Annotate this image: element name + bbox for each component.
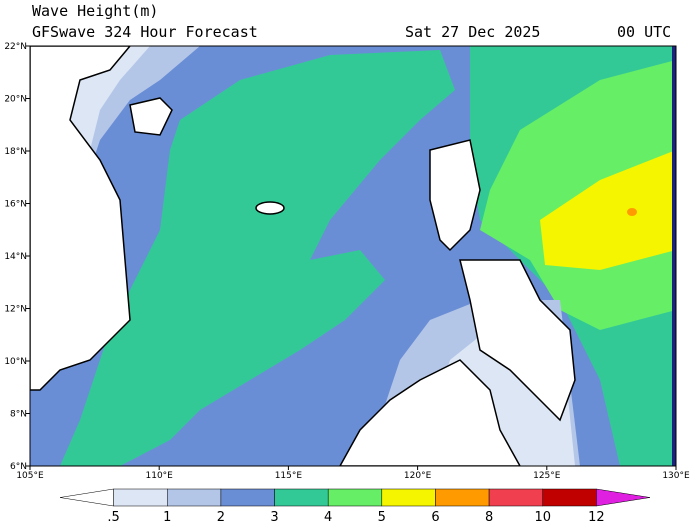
lat-label: 10°N <box>4 357 27 367</box>
colorbar-label: 4 <box>324 510 332 525</box>
lat-label: 12°N <box>4 305 27 315</box>
lat-label: 18°N <box>4 147 27 157</box>
colorbar-bin <box>220 488 275 507</box>
colorbar-label: 6 <box>431 510 439 525</box>
colorbar-label: 12 <box>588 510 605 525</box>
colorbar-end <box>59 488 114 507</box>
map <box>30 46 676 466</box>
lon-label: 120°E <box>404 471 432 481</box>
subtitle: GFSwave 324 Hour Forecast <box>32 23 258 41</box>
colorbar-label: 3 <box>270 510 278 525</box>
lon-label: 130°E <box>662 471 690 481</box>
colorbar-bin <box>167 488 222 507</box>
colorbar-bin <box>113 488 168 507</box>
lon-label: 105°E <box>16 471 44 481</box>
date: Sat 27 Dec 2025 <box>405 23 540 41</box>
colorbar-bin <box>274 488 329 507</box>
lat-label: 8°N <box>10 410 27 420</box>
colorbar-label: 1 <box>163 510 171 525</box>
title: Wave Height(m) <box>32 2 158 20</box>
lat-label: 6°N <box>10 462 27 472</box>
lat-label: 16°N <box>4 200 27 210</box>
colorbar-label: 5 <box>378 510 386 525</box>
colorbar-label: .5 <box>107 510 119 525</box>
lat-label: 20°N <box>4 95 27 105</box>
lon-label: 125°E <box>533 471 561 481</box>
lat-label: 22°N <box>4 42 27 52</box>
time: 00 UTC <box>617 23 671 41</box>
colorbar-label: 10 <box>534 510 551 525</box>
colorbar-end <box>596 488 651 507</box>
colorbar-bin <box>488 488 543 507</box>
colorbar-bin <box>327 488 383 507</box>
colorbar-bin <box>542 488 597 507</box>
colorbar-bin <box>381 488 436 507</box>
colorbar-label: 2 <box>217 510 225 525</box>
lon-label: 115°E <box>275 471 303 481</box>
colorbar-bin <box>435 488 490 507</box>
colorbar-label: 8 <box>485 510 493 525</box>
lon-label: 110°E <box>146 471 174 481</box>
lat-label: 14°N <box>4 252 27 262</box>
